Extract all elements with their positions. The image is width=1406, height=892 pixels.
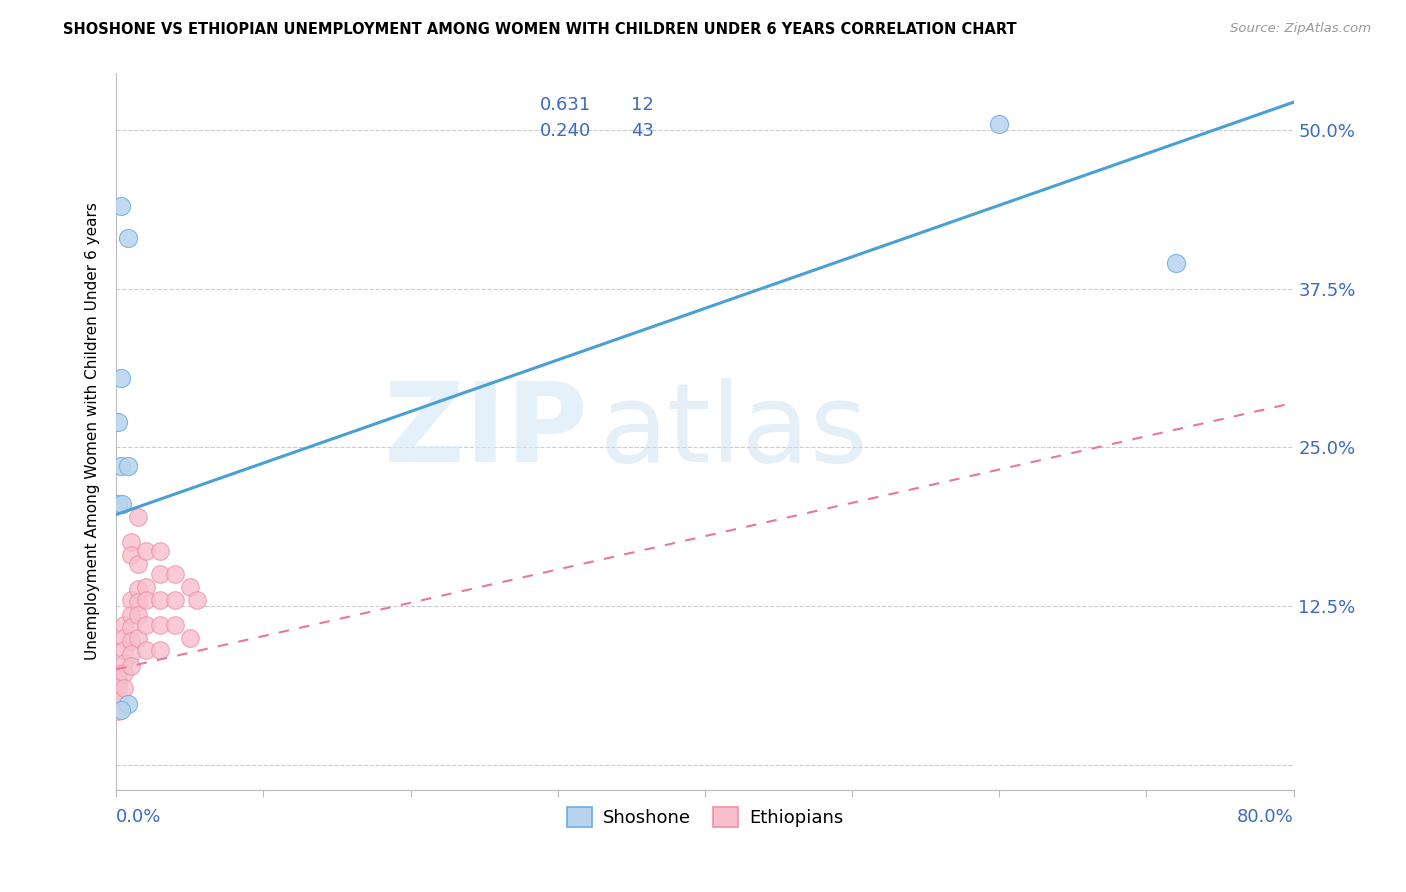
Point bbox=[120, 592, 142, 607]
Point bbox=[120, 607, 142, 622]
Point bbox=[107, 415, 129, 429]
Point bbox=[112, 666, 135, 681]
Point bbox=[127, 595, 149, 609]
Point bbox=[127, 510, 149, 524]
Point bbox=[107, 694, 129, 708]
Point bbox=[127, 631, 149, 645]
Point bbox=[107, 671, 129, 685]
Point bbox=[149, 544, 172, 558]
Point bbox=[135, 544, 157, 558]
Text: ZIP: ZIP bbox=[384, 378, 588, 485]
Point bbox=[120, 548, 142, 562]
Point bbox=[110, 370, 132, 384]
Point bbox=[107, 666, 129, 681]
Point bbox=[110, 703, 132, 717]
Point bbox=[135, 592, 157, 607]
Point bbox=[165, 567, 187, 582]
Point bbox=[186, 592, 208, 607]
Point bbox=[135, 580, 157, 594]
Point bbox=[127, 582, 149, 597]
Point bbox=[127, 557, 149, 571]
Point bbox=[120, 535, 142, 549]
Point bbox=[112, 643, 135, 657]
Point bbox=[107, 681, 129, 696]
Point bbox=[149, 618, 172, 632]
Point bbox=[149, 567, 172, 582]
Point bbox=[179, 580, 201, 594]
Point bbox=[135, 618, 157, 632]
Point bbox=[120, 647, 142, 661]
Point bbox=[117, 231, 139, 245]
Text: Source: ZipAtlas.com: Source: ZipAtlas.com bbox=[1230, 22, 1371, 36]
Point bbox=[149, 643, 172, 657]
Point bbox=[120, 634, 142, 648]
Point bbox=[110, 199, 132, 213]
Text: 43: 43 bbox=[631, 122, 654, 140]
Point bbox=[107, 497, 129, 511]
Point bbox=[179, 631, 201, 645]
Point bbox=[111, 497, 134, 511]
Point bbox=[112, 681, 135, 696]
Point bbox=[120, 658, 142, 673]
Text: 12: 12 bbox=[631, 96, 654, 114]
Legend: Shoshone, Ethiopians: Shoshone, Ethiopians bbox=[560, 799, 851, 835]
Point bbox=[135, 643, 157, 657]
Text: SHOSHONE VS ETHIOPIAN UNEMPLOYMENT AMONG WOMEN WITH CHILDREN UNDER 6 YEARS CORRE: SHOSHONE VS ETHIOPIAN UNEMPLOYMENT AMONG… bbox=[63, 22, 1017, 37]
Point bbox=[165, 592, 187, 607]
Point bbox=[1164, 256, 1187, 270]
Point bbox=[165, 618, 187, 632]
Point bbox=[988, 117, 1011, 131]
Point bbox=[127, 607, 149, 622]
Point bbox=[112, 631, 135, 645]
Point bbox=[112, 656, 135, 670]
Point bbox=[107, 704, 129, 718]
Text: 80.0%: 80.0% bbox=[1237, 807, 1294, 826]
Y-axis label: Unemployment Among Women with Children Under 6 years: Unemployment Among Women with Children U… bbox=[86, 202, 100, 660]
Point bbox=[107, 675, 129, 690]
Text: atlas: atlas bbox=[599, 378, 868, 485]
Point bbox=[117, 459, 139, 474]
Point bbox=[110, 459, 132, 474]
Point bbox=[107, 688, 129, 702]
Point bbox=[117, 697, 139, 711]
Text: 0.631: 0.631 bbox=[540, 96, 592, 114]
Point bbox=[149, 592, 172, 607]
Point bbox=[112, 618, 135, 632]
Point bbox=[120, 620, 142, 634]
Text: 0.240: 0.240 bbox=[540, 122, 592, 140]
Text: 0.0%: 0.0% bbox=[117, 807, 162, 826]
